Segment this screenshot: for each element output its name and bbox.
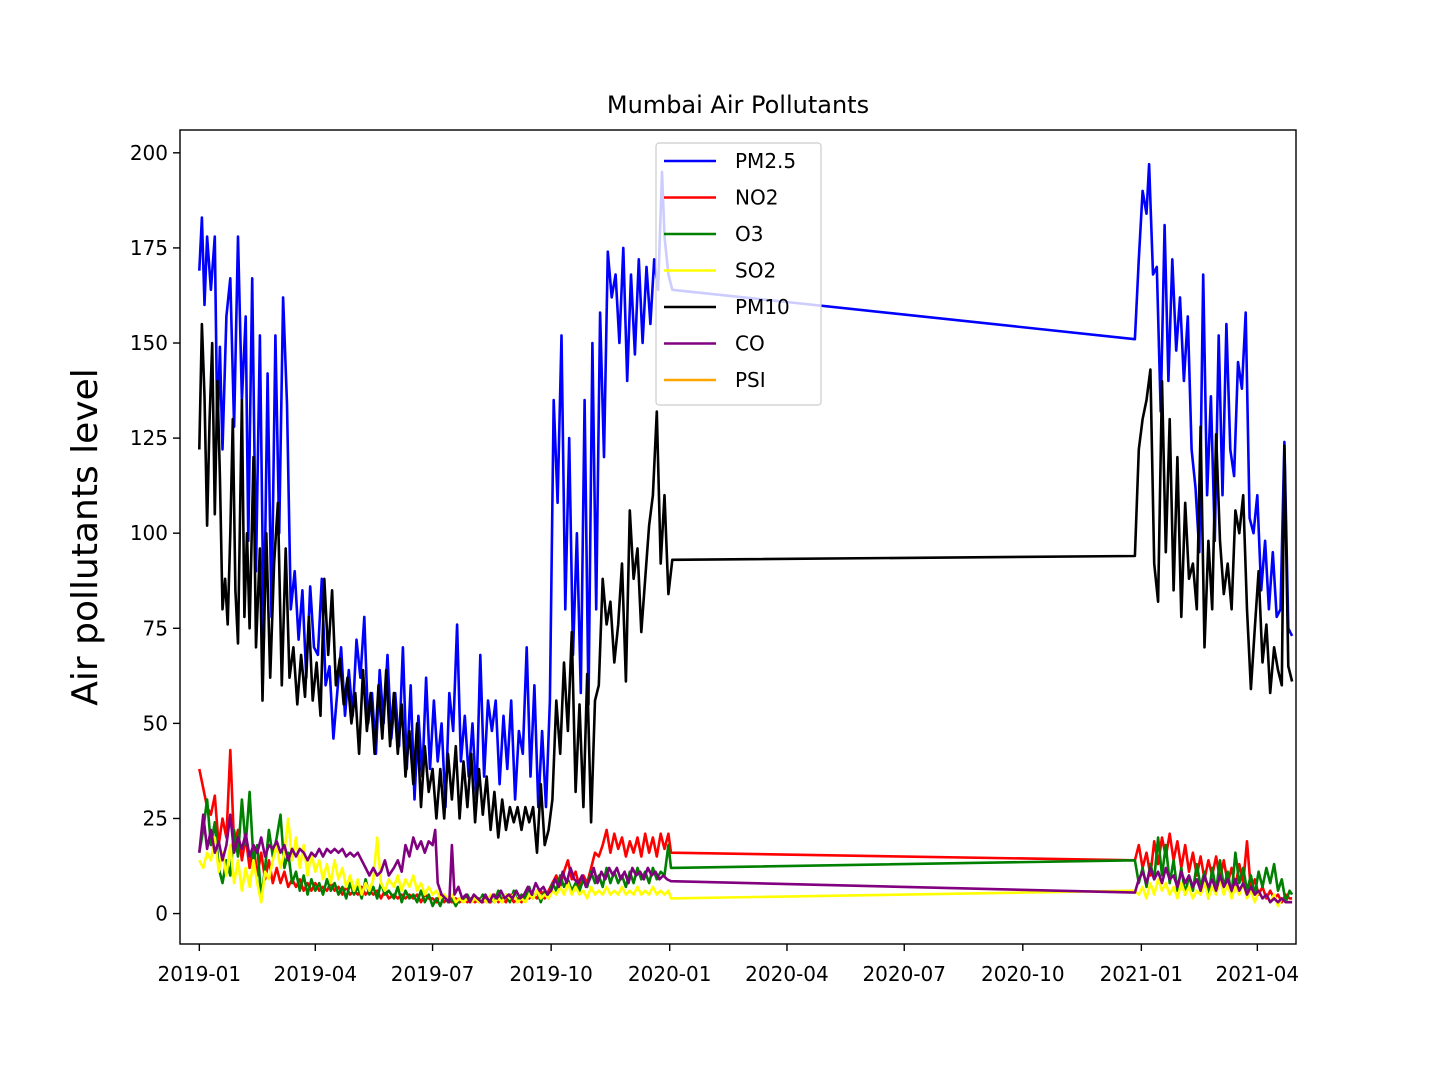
y-tick-label: 50 <box>143 711 168 735</box>
x-tick-label: 2021-01 <box>1100 962 1184 986</box>
legend-label: CO <box>735 332 765 356</box>
legend-label: PSI <box>735 368 766 392</box>
x-tick-label: 2019-01 <box>158 962 242 986</box>
legend-label: SO2 <box>735 259 776 283</box>
legend-label: O3 <box>735 222 763 246</box>
x-tick-label: 2020-01 <box>628 962 712 986</box>
series-line-co <box>198 813 1293 904</box>
y-axis-label: Air pollutants level <box>65 368 106 705</box>
series-line-pm10 <box>198 322 1294 855</box>
chart-title: Mumbai Air Pollutants <box>607 91 869 119</box>
y-tick-label: 175 <box>130 236 168 260</box>
plot-area-frame <box>179 129 1297 945</box>
x-tick-label: 2019-07 <box>391 962 475 986</box>
y-tick-label: 125 <box>130 426 168 450</box>
legend-label: PM2.5 <box>735 149 796 173</box>
y-tick-label: 150 <box>130 331 168 355</box>
x-tick-label: 2019-04 <box>274 962 358 986</box>
y-axis: 0 25 50 75 100 125 150 175 200 <box>130 141 180 926</box>
x-axis: 2019-01 2019-04 2019-07 2019-10 2020-01 2020-… <box>158 944 1300 986</box>
y-tick-label: 200 <box>130 141 168 165</box>
x-tick-label: 2021-04 <box>1216 962 1300 986</box>
y-tick-label: 25 <box>143 806 168 830</box>
legend-label: NO2 <box>735 186 778 210</box>
x-tick-label: 2019-10 <box>509 962 593 986</box>
legend: PM2.5 NO2 O3 SO2 PM10 CO PSI <box>655 142 822 406</box>
x-tick-label: 2020-04 <box>745 962 829 986</box>
y-tick-label: 100 <box>130 521 168 545</box>
y-tick-label: 0 <box>155 902 168 926</box>
legend-label: PM10 <box>735 295 790 319</box>
y-tick-label: 75 <box>143 616 168 640</box>
x-tick-label: 2020-07 <box>862 962 946 986</box>
series-layer <box>198 162 1294 908</box>
series-line-pm25 <box>198 162 1294 809</box>
x-tick-label: 2020-10 <box>981 962 1065 986</box>
legend-box <box>655 142 822 406</box>
